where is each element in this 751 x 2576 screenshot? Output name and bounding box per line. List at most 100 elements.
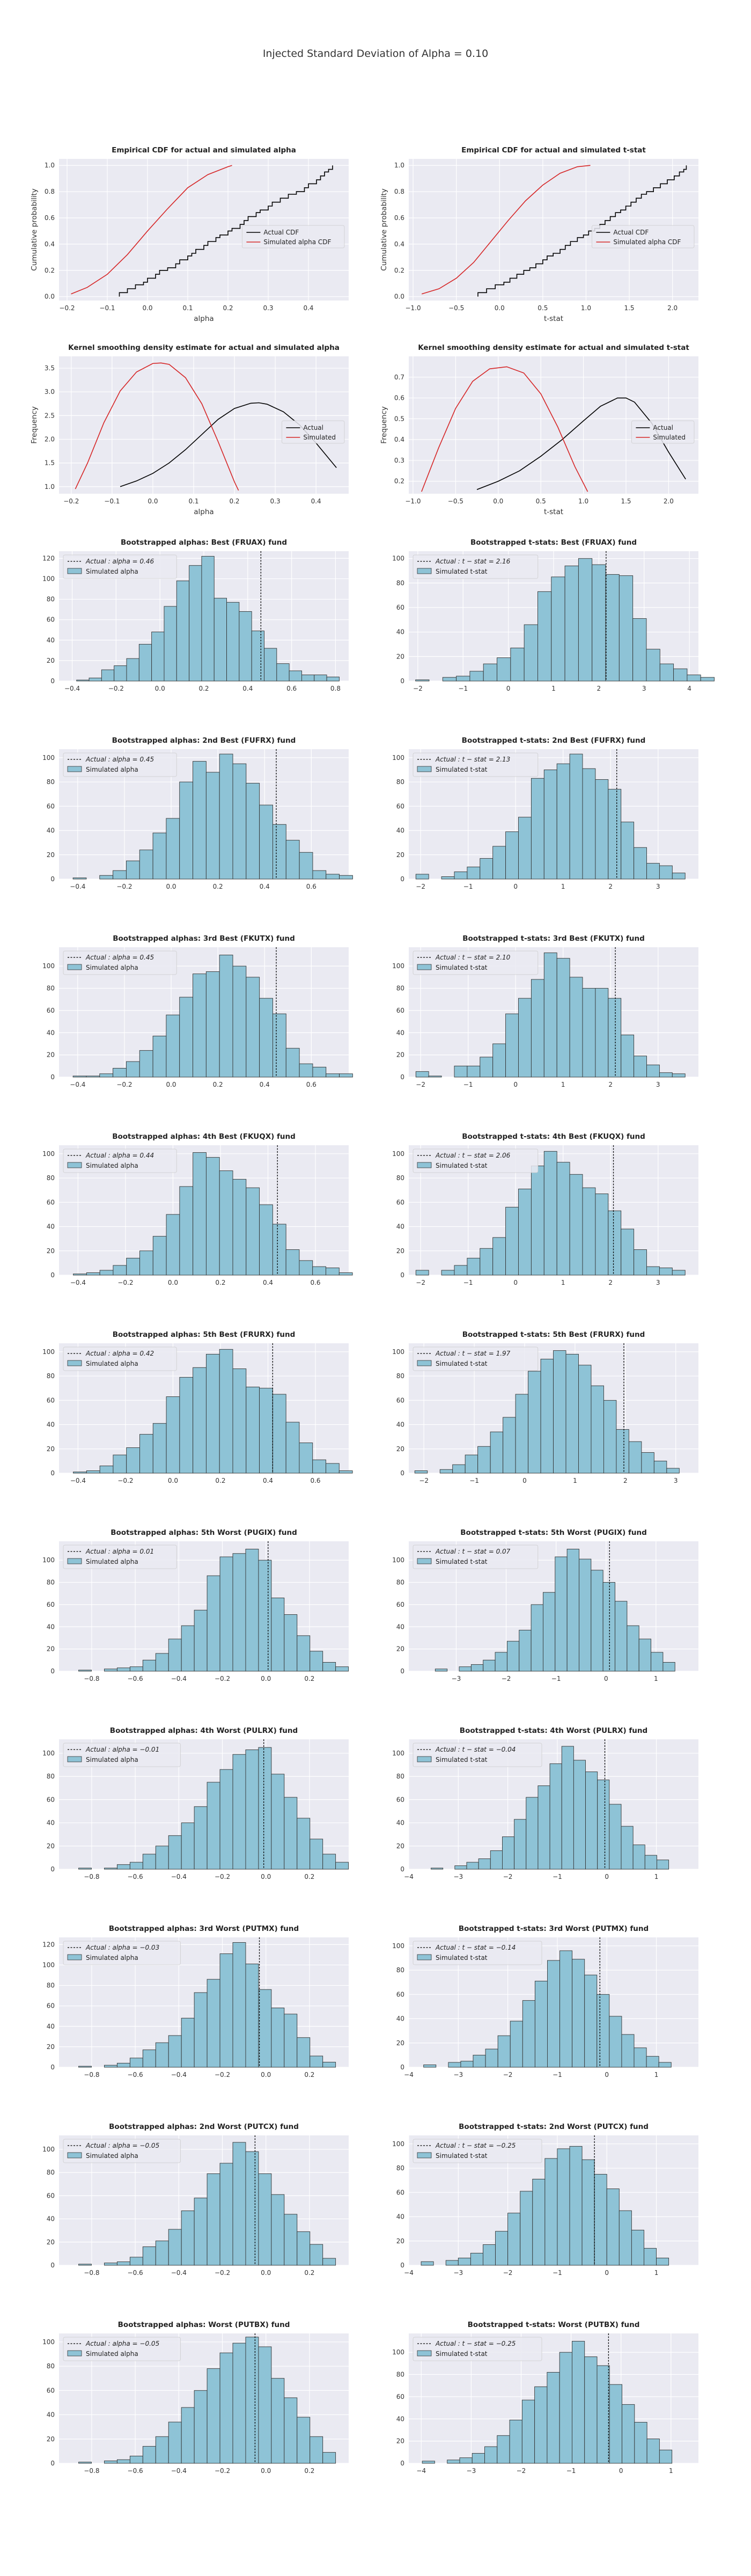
y-tick-label: 20 bbox=[396, 2237, 404, 2245]
legend-actual-label: Actual : t − stat = 2.16 bbox=[435, 558, 511, 565]
histogram-bar bbox=[559, 2352, 572, 2464]
x-tick-label: 0.2 bbox=[229, 497, 239, 505]
histogram-bar bbox=[219, 955, 233, 1078]
histogram-bar bbox=[518, 998, 532, 1078]
x-tick-label: −0.6 bbox=[128, 2467, 143, 2475]
histogram-bar bbox=[155, 2042, 169, 2068]
histogram-bar bbox=[168, 2035, 182, 2068]
x-tick-label: 0.6 bbox=[286, 685, 297, 692]
legend-hist-swatch bbox=[67, 1558, 82, 1564]
histogram-bar bbox=[152, 1236, 167, 1276]
histogram-bar bbox=[638, 1638, 652, 1672]
histogram-bar bbox=[578, 1365, 592, 1474]
histogram-bar bbox=[312, 1266, 326, 1276]
histogram-bar bbox=[631, 2229, 644, 2266]
histogram-bar bbox=[509, 2419, 522, 2464]
y-tick-label: 20 bbox=[396, 1445, 404, 1453]
x-tick-label: 0.8 bbox=[330, 685, 341, 692]
histogram-bar bbox=[467, 866, 481, 880]
histogram-bar bbox=[578, 558, 593, 682]
histogram-bar bbox=[459, 1666, 472, 1672]
legend: Actual : t − stat = −0.04 Simulated t-sta… bbox=[413, 1743, 542, 1767]
histogram-bar bbox=[445, 2260, 459, 2266]
y-tick-label: 0 bbox=[50, 677, 55, 685]
x-tick-label: 1 bbox=[561, 883, 565, 890]
histogram-bar bbox=[126, 1447, 140, 1474]
y-tick-label: 60 bbox=[47, 802, 55, 810]
histogram-bar bbox=[116, 1667, 130, 1672]
x-tick-label: 0.6 bbox=[310, 1477, 320, 1484]
y-tick-label: 20 bbox=[47, 1247, 55, 1255]
y-tick-label: 0.4 bbox=[394, 240, 404, 248]
legend-actual-label: Actual : t − stat = 2.06 bbox=[435, 1152, 511, 1159]
legend: Actual Simulated bbox=[631, 420, 695, 444]
x-tick-label: −0.8 bbox=[84, 1873, 99, 1880]
series-line-1 bbox=[421, 366, 588, 492]
histogram-bar bbox=[310, 1839, 323, 1870]
x-tick-label: 2 bbox=[623, 1477, 628, 1484]
histogram-bar bbox=[322, 2452, 336, 2464]
x-tick-label: 0.1 bbox=[188, 497, 198, 505]
histogram-bar bbox=[258, 2346, 272, 2464]
x-tick-label: −2 bbox=[413, 685, 423, 692]
histogram-bar bbox=[556, 1162, 570, 1276]
histogram-bar bbox=[284, 1797, 298, 1870]
y-tick-label: 40 bbox=[396, 1029, 404, 1036]
histogram-bar bbox=[104, 1868, 117, 1870]
histogram-bar bbox=[201, 556, 215, 682]
histogram-bar bbox=[659, 1072, 673, 1078]
histogram-bar bbox=[310, 2244, 323, 2266]
histogram-bar bbox=[258, 1747, 272, 1870]
histogram-bar bbox=[518, 1188, 532, 1276]
x-tick-label: −0.2 bbox=[215, 1675, 230, 1682]
x-tick-label: −0.2 bbox=[108, 685, 124, 692]
chart-hist_alpha_5: Bootstrapped alphas: 5th Best (FRURX) fu… bbox=[42, 1330, 353, 1484]
histogram-bar bbox=[116, 2062, 130, 2068]
y-tick-label: 100 bbox=[392, 1556, 404, 1564]
histogram-bar bbox=[152, 1036, 167, 1078]
y-tick-label: 80 bbox=[396, 1579, 404, 1586]
y-tick-label: 100 bbox=[42, 1961, 55, 1968]
histogram-bar bbox=[113, 1068, 127, 1078]
legend-label: Actual CDF bbox=[263, 229, 299, 236]
x-tick-label: 0 bbox=[619, 2467, 623, 2475]
x-tick-label: 0.0 bbox=[495, 304, 505, 312]
x-tick-label: −2 bbox=[503, 2269, 513, 2277]
histogram-bar bbox=[608, 789, 622, 880]
legend-actual-label: Actual : t − stat = −0.04 bbox=[435, 1746, 516, 1753]
legend-hist-swatch bbox=[417, 2350, 432, 2357]
y-tick-label: 20 bbox=[396, 851, 404, 859]
x-tick-label: −1 bbox=[463, 1081, 473, 1088]
legend-hist-label: Simulated t-stat bbox=[436, 1954, 488, 1962]
histogram-bar bbox=[470, 2252, 483, 2266]
histogram-bar bbox=[284, 1614, 298, 1672]
legend-label: Actual bbox=[303, 424, 323, 431]
histogram-bar bbox=[72, 877, 87, 880]
y-tick-label: 0 bbox=[50, 2460, 55, 2467]
y-tick-label: 0.6 bbox=[394, 214, 404, 222]
y-tick-label: 80 bbox=[396, 1966, 404, 1974]
histogram-bar bbox=[129, 2455, 143, 2464]
histogram-bar bbox=[226, 602, 240, 682]
histogram-bar bbox=[179, 1377, 194, 1474]
histogram-bar bbox=[606, 2189, 620, 2266]
panel-title: Bootstrapped t-stats: 4th Best (FKUQX) f… bbox=[462, 1132, 645, 1141]
histogram-bar bbox=[422, 2461, 435, 2464]
histogram-bar bbox=[556, 958, 570, 1078]
x-tick-label: 0.0 bbox=[493, 497, 503, 505]
histogram-bar bbox=[480, 858, 494, 880]
histogram-bar bbox=[73, 1472, 87, 1474]
histogram-bar bbox=[259, 998, 273, 1078]
y-tick-label: 100 bbox=[42, 575, 55, 582]
y-tick-label: 0 bbox=[400, 1271, 404, 1279]
histogram-bar bbox=[205, 772, 220, 880]
y-tick-label: 20 bbox=[47, 657, 55, 664]
histogram-bar bbox=[126, 1061, 140, 1078]
histogram-bar bbox=[616, 1429, 629, 1474]
histogram-bar bbox=[168, 2421, 182, 2464]
x-tick-label: −1 bbox=[553, 2269, 562, 2277]
legend-hist-label: Simulated alpha bbox=[86, 964, 138, 971]
y-tick-label: 20 bbox=[47, 1645, 55, 1653]
histogram-bar bbox=[205, 1353, 220, 1474]
